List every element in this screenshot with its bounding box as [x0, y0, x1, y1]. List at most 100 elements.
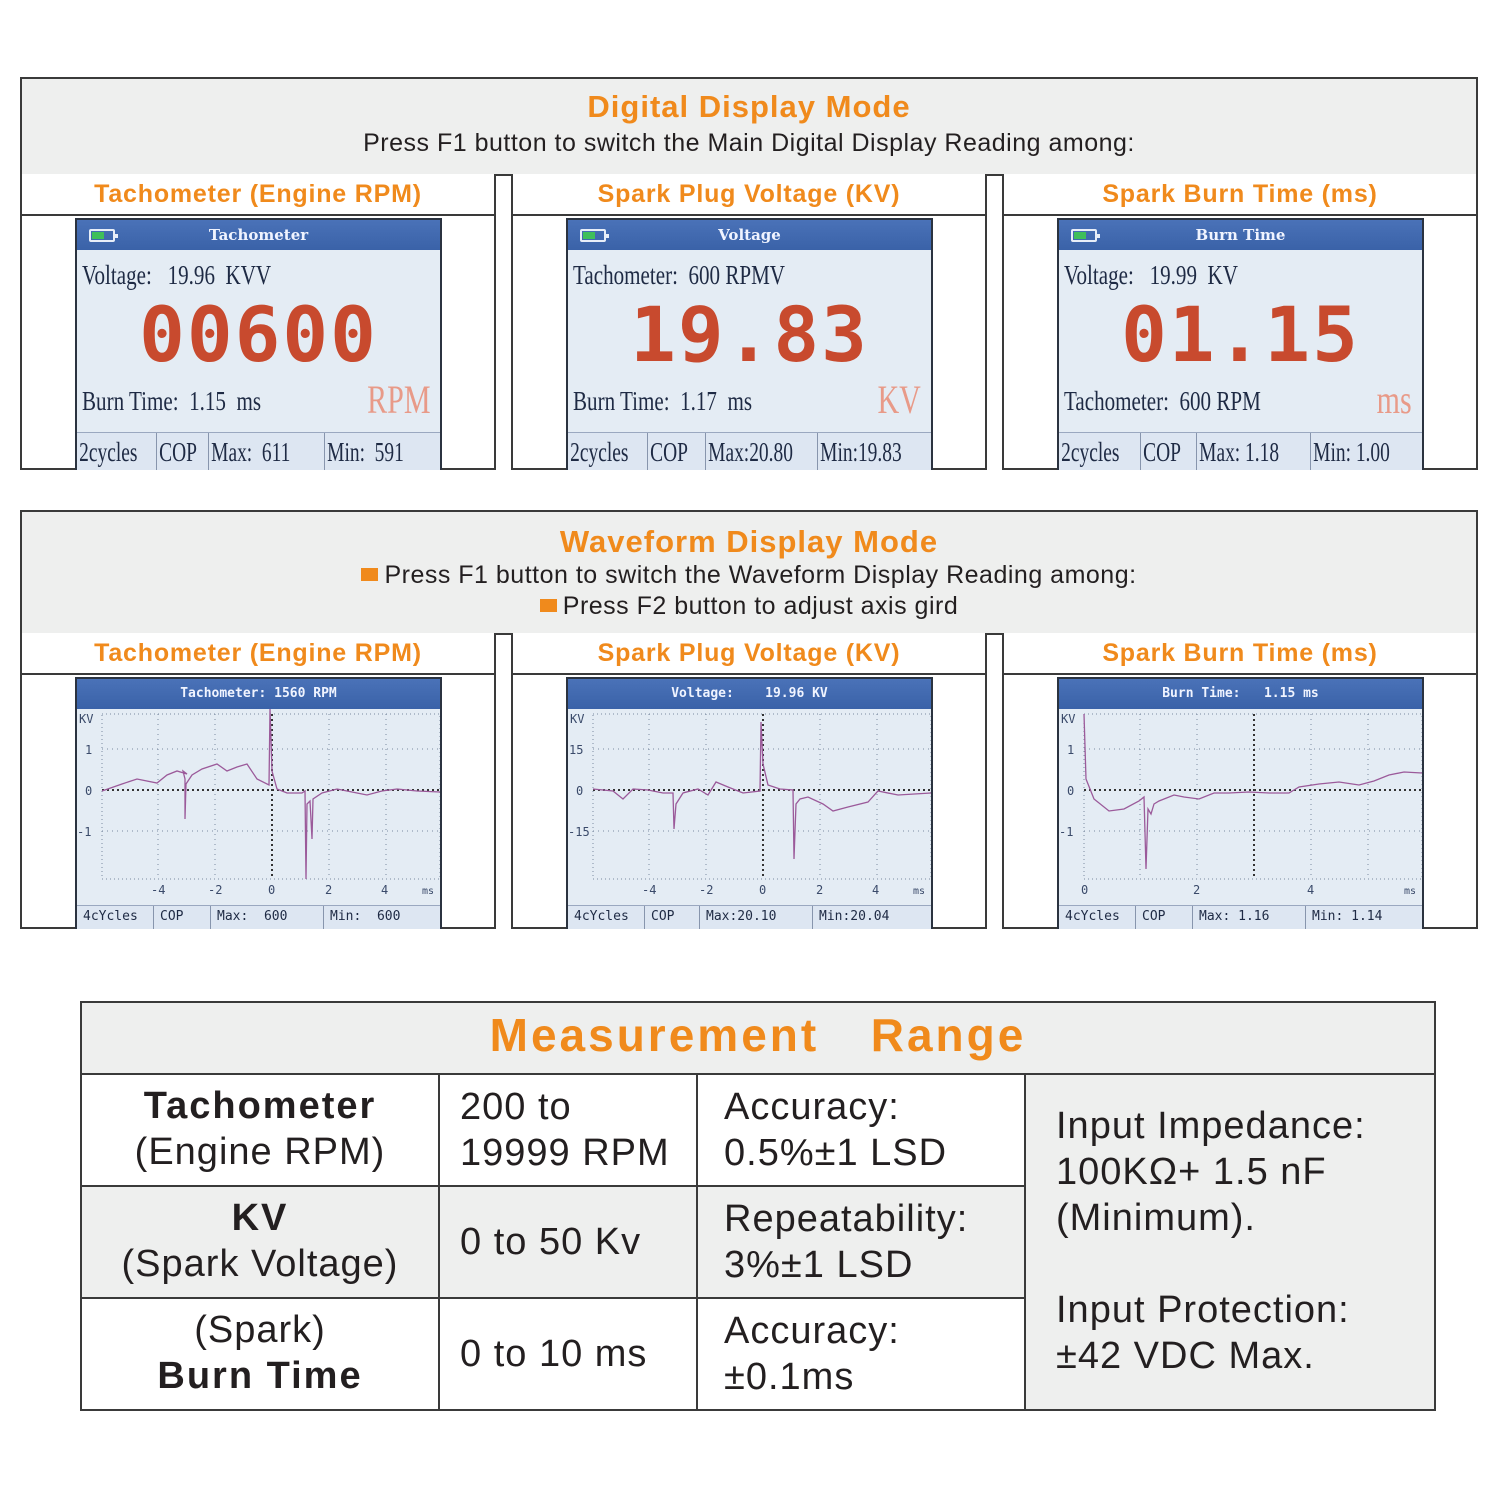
svg-text:-4: -4	[151, 883, 165, 897]
svg-text:-15: -15	[568, 825, 590, 839]
unit-label: KV	[877, 377, 921, 422]
screen-footer: 2cycles COP Max:20.80 Min:19.83	[568, 432, 931, 470]
svg-text:2: 2	[1193, 883, 1200, 897]
main-reading: 00600	[139, 290, 378, 379]
bullet-square-icon	[539, 599, 557, 612]
table-row-tachometer: Tachometer (Engine RPM) 200 to 19999 RPM …	[82, 1075, 1026, 1187]
digital-display-title: Digital Display Mode	[587, 89, 911, 124]
svg-text:0: 0	[1081, 883, 1088, 897]
max-field: Max: 611	[209, 433, 325, 470]
panel-heading: Spark Plug Voltage (KV)	[513, 633, 985, 675]
svg-text:-2: -2	[208, 883, 222, 897]
tertiary-reading: Burn Time: 1.17 ms	[573, 386, 753, 416]
panel-heading: Tachometer (Engine RPM)	[22, 174, 494, 216]
coil-type-field: COP	[1136, 906, 1193, 929]
screen-title-bar: Burn Time: 1.15 ms	[1059, 679, 1422, 709]
tertiary-reading: Burn Time: 1.15 ms	[82, 386, 262, 416]
screen-footer: 4cYcles COP Max: 600 Min: 600	[77, 905, 440, 929]
waveform-display-header: Waveform Display Mode Press F1 button to…	[20, 510, 1478, 635]
min-field: Min:19.83	[820, 437, 902, 467]
screen-title-bar: Voltage	[568, 220, 931, 250]
svg-text:KV: KV	[570, 712, 584, 726]
screen-title: Voltage: 19.96 KV	[671, 686, 828, 701]
screen-title-bar: Tachometer: 1560 RPM	[77, 679, 440, 709]
screen-footer: 4cYcles COP Max:20.10 Min:20.04	[568, 905, 931, 929]
coil-type-field: COP	[1141, 433, 1197, 470]
waveform-display-section: Waveform Display Mode Press F1 button to…	[20, 510, 1478, 635]
unit-label: ms	[1376, 377, 1412, 422]
svg-text:-1: -1	[77, 825, 91, 839]
waveform-display-title: Waveform Display Mode	[559, 524, 939, 559]
svg-text:-2: -2	[699, 883, 713, 897]
waveform-plot: KV 1 0 -1 -4 -2 0 2 4 ms	[77, 709, 440, 897]
screen-title: Voltage	[718, 226, 781, 244]
input-impedance-label: Input Impedance:	[1056, 1105, 1366, 1147]
digital-display-section: Digital Display Mode Press F1 button to …	[20, 77, 1478, 176]
waveform-screen-tachometer: Tachometer: 1560 RPM KV 1 0 -1 -4 -2 0 2…	[75, 677, 442, 929]
svg-text:15: 15	[569, 743, 583, 757]
screen-title: Tachometer: 1560 RPM	[180, 686, 337, 701]
svg-text:KV: KV	[79, 712, 93, 726]
cycles-field: 4cYcles	[568, 906, 645, 929]
max-field: Max: 1.18	[1197, 433, 1311, 470]
svg-text:0: 0	[1067, 784, 1074, 798]
tertiary-reading: Tachometer: 600 RPM	[1064, 386, 1261, 416]
input-protection-value: ±42 VDC Max.	[1056, 1335, 1315, 1377]
screen-title-bar: Voltage: 19.96 KV	[568, 679, 931, 709]
svg-text:ms: ms	[913, 886, 925, 897]
parameter-cell: KV (Spark Voltage)	[82, 1187, 440, 1297]
screen-title-bar: Tachometer	[77, 220, 440, 250]
svg-text:4: 4	[381, 883, 388, 897]
waveform-panel-burn-time: Spark Burn Time (ms) Burn Time: 1.15 ms …	[1002, 633, 1478, 929]
svg-text:2: 2	[816, 883, 823, 897]
spec-cell: Repeatability: 3%±1 LSD	[698, 1187, 1026, 1297]
secondary-reading: Tachometer: 600 RPMV	[573, 260, 786, 290]
svg-text:-4: -4	[642, 883, 656, 897]
measurement-range-title: Measurement Range	[82, 1003, 1434, 1075]
svg-text:1: 1	[85, 743, 92, 757]
cycles-field: 4cYcles	[1059, 906, 1136, 929]
screen-title: Burn Time	[1195, 226, 1286, 244]
waveform-plot: KV 1 0 -1 0 2 4 ms	[1059, 712, 1422, 897]
table-row-burn-time: (Spark) Burn Time 0 to 10 ms Accuracy: ±0…	[82, 1299, 1026, 1409]
digital-screen-burn-time: Burn Time Voltage: 19.99 KV 01.15 Tachom…	[1057, 218, 1424, 470]
min-field: Min:20.04	[819, 909, 890, 924]
min-field: Min: 600	[330, 909, 401, 924]
input-protection-label: Input Protection:	[1056, 1289, 1350, 1331]
secondary-reading: Voltage: 19.99 KV	[1064, 260, 1238, 290]
screen-title: Burn Time: 1.15 ms	[1162, 686, 1319, 701]
screen-footer: 2cycles COP Max: 1.18 Min: 1.00	[1059, 432, 1422, 470]
spec-cell: Accuracy: 0.5%±1 LSD	[698, 1075, 1026, 1185]
spec-cell: Accuracy: ±0.1ms	[698, 1299, 1026, 1409]
parameter-cell: (Spark) Burn Time	[82, 1299, 440, 1409]
svg-text:0: 0	[85, 784, 92, 798]
battery-icon	[580, 229, 609, 242]
waveform-screen-voltage: Voltage: 19.96 KV KV 15 0 -15 -4 -2 0 2 …	[566, 677, 933, 929]
main-reading: 19.83	[630, 290, 869, 379]
cycles-field: 2cycles	[77, 433, 157, 470]
waveform-panel-voltage: Spark Plug Voltage (KV) Voltage: 19.96 K…	[511, 633, 987, 929]
panel-heading: Tachometer (Engine RPM)	[22, 633, 494, 675]
battery-icon	[1071, 229, 1100, 242]
digital-screen-tachometer: Tachometer Voltage: 19.96 KVV 00600 Burn…	[75, 218, 442, 470]
svg-text:4: 4	[1307, 883, 1314, 897]
max-field: Max: 600	[211, 906, 324, 929]
screen-title-bar: Burn Time	[1059, 220, 1422, 250]
waveform-plot: KV 15 0 -15 -4 -2 0 2 4 ms	[568, 712, 931, 897]
coil-type-field: COP	[154, 906, 211, 929]
unit-label: RPM	[366, 377, 430, 422]
max-field: Max: 1.16	[1193, 906, 1306, 929]
min-field: Min: 591	[327, 437, 404, 467]
range-cell: 0 to 50 Kv	[440, 1187, 698, 1297]
waveform-bullet-1: Press F1 button to switch the Waveform D…	[22, 560, 1476, 591]
svg-text:KV: KV	[1061, 712, 1075, 726]
range-cell: 0 to 10 ms	[440, 1299, 698, 1409]
input-impedance-value: 100KΩ+ 1.5 nF	[1056, 1151, 1327, 1193]
waveform-bullet-2: Press F2 button to adjust axis gird	[22, 591, 1476, 622]
panel-heading: Spark Plug Voltage (KV)	[513, 174, 985, 216]
svg-text:1: 1	[1067, 743, 1074, 757]
digital-panel-burn-time: Spark Burn Time (ms) Burn Time Voltage: …	[1002, 174, 1478, 470]
screen-title: Tachometer	[208, 226, 309, 244]
screen-footer: 2cycles COP Max: 611 Min: 591	[77, 432, 440, 470]
table-row-kv: KV (Spark Voltage) 0 to 50 Kv Repeatabil…	[82, 1187, 1026, 1299]
